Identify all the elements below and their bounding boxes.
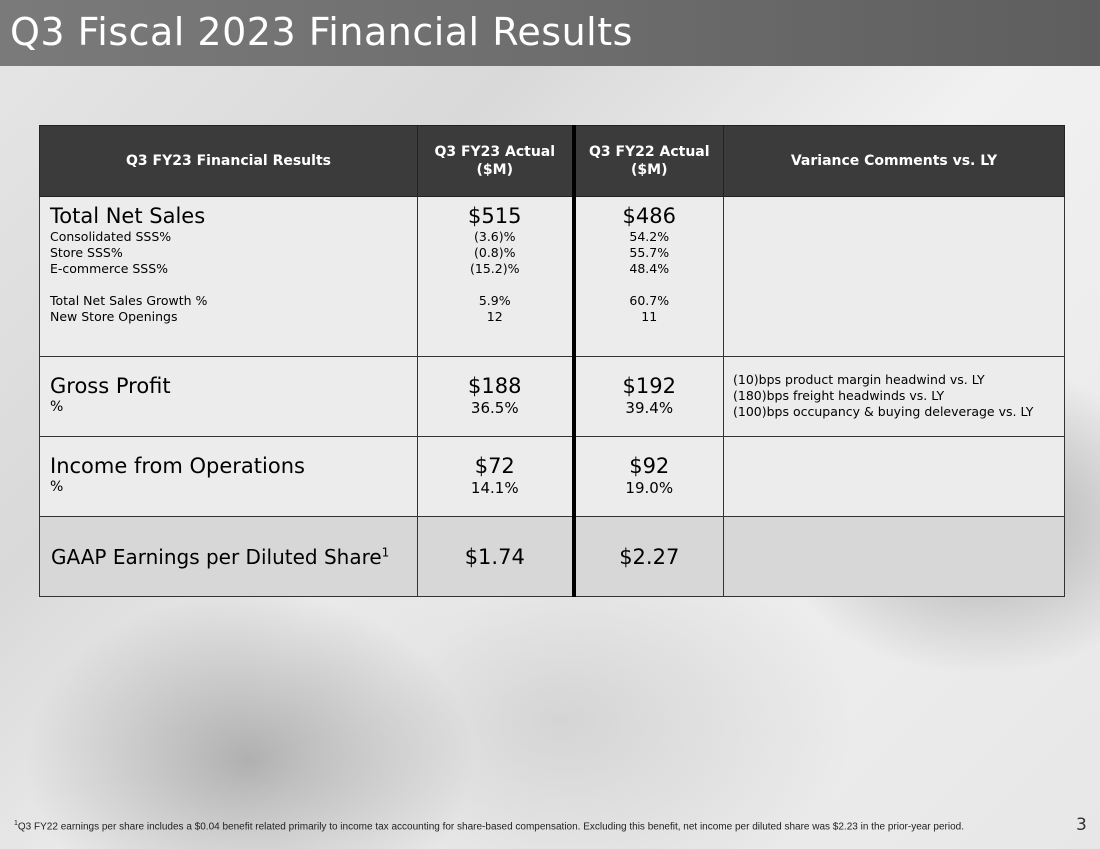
- net-sales-growth-fy23: 5.9%: [478, 293, 511, 308]
- store-sss-label: Store SSS%: [50, 245, 123, 260]
- footnote-text: Q3 FY22 earnings per share includes a $0…: [17, 821, 964, 833]
- new-store-openings-fy22: 11: [641, 309, 658, 324]
- eps-footnote-marker: 1: [381, 544, 390, 559]
- net-sales-label-cell: Total Net Sales Consolidated SSS% Store …: [39, 196, 418, 357]
- consolidated-sss-fy23: (3.6)%: [473, 229, 516, 244]
- header-variance: Variance Comments vs. LY: [723, 125, 1065, 197]
- income-ops-label: Income from Operations: [50, 454, 305, 478]
- gross-profit-pct-label: %: [50, 399, 64, 415]
- gross-profit-fy23-pct: 36.5%: [470, 399, 519, 417]
- income-ops-label-cell: Income from Operations %: [39, 436, 418, 517]
- income-ops-fy23: $72: [474, 454, 515, 478]
- eps-label-cell: GAAP Earnings per Diluted Share1: [39, 516, 418, 597]
- title-bar: Q3 Fiscal 2023 Financial Results: [0, 0, 1100, 66]
- gross-profit-comments-cell: (10)bps product margin headwind vs. LY (…: [723, 356, 1065, 437]
- comment-product-margin: (10)bps product margin headwind vs. LY: [733, 372, 985, 387]
- ecommerce-sss-fy23: (15.2)%: [470, 261, 520, 276]
- eps-fy22: $2.27: [619, 544, 680, 569]
- store-sss-fy23: (0.8)%: [473, 245, 516, 260]
- store-sss-fy22: 55.7%: [629, 245, 670, 260]
- income-ops-fy23-pct: 14.1%: [470, 479, 519, 497]
- income-ops-fy23-cell: $72 14.1%: [417, 436, 576, 517]
- net-sales-label: Total Net Sales: [50, 204, 206, 228]
- gross-profit-fy22-pct: 39.4%: [625, 399, 674, 417]
- gross-profit-fy23-cell: $188 36.5%: [417, 356, 576, 437]
- gross-profit-fy22-cell: $192 39.4%: [573, 356, 724, 437]
- gross-profit-label-cell: Gross Profit %: [39, 356, 418, 437]
- net-sales-growth-fy22: 60.7%: [629, 293, 670, 308]
- table-header-row: Q3 FY23 Financial Results Q3 FY23 Actual…: [39, 125, 1065, 197]
- financial-results-table: Q3 FY23 Financial Results Q3 FY23 Actual…: [39, 125, 1065, 597]
- net-sales-fy22: $486: [622, 204, 676, 228]
- income-ops-row: Income from Operations % $72 14.1% $92 1…: [39, 436, 1065, 517]
- eps-label-text: GAAP Earnings per Diluted Share: [51, 544, 382, 569]
- page-number: 3: [1076, 815, 1087, 835]
- gross-profit-comments: (10)bps product margin headwind vs. LY (…: [725, 358, 1063, 426]
- ecommerce-sss-label: E-commerce SSS%: [50, 261, 169, 276]
- header-fy22: Q3 FY22 Actual ($M): [573, 125, 724, 197]
- eps-fy23-cell: $1.74: [417, 516, 576, 597]
- new-store-openings-fy23: 12: [486, 309, 503, 324]
- eps-fy22-cell: $2.27: [573, 516, 724, 597]
- slide-title: Q3 Fiscal 2023 Financial Results: [10, 10, 633, 54]
- income-ops-fy22: $92: [629, 454, 670, 478]
- income-ops-comments-cell: [723, 436, 1065, 517]
- income-ops-fy22-cell: $92 19.0%: [573, 436, 724, 517]
- net-sales-growth-label: Total Net Sales Growth %: [50, 293, 208, 308]
- new-store-openings-label: New Store Openings: [50, 309, 178, 324]
- header-fy23: Q3 FY23 Actual ($M): [417, 125, 576, 197]
- net-sales-fy22-cell: $486 54.2% 55.7% 48.4% 60.7% 11: [573, 196, 724, 357]
- ecommerce-sss-fy22: 48.4%: [629, 261, 670, 276]
- footnote: 1Q3 FY22 earnings per share includes a $…: [14, 820, 964, 832]
- consolidated-sss-label: Consolidated SSS%: [50, 229, 172, 244]
- eps-comments-cell: [723, 516, 1065, 597]
- comment-freight: (180)bps freight headwinds vs. LY: [733, 388, 945, 403]
- net-sales-row: Total Net Sales Consolidated SSS% Store …: [39, 196, 1065, 357]
- eps-label: GAAP Earnings per Diluted Share1: [41, 545, 389, 569]
- comment-occupancy: (100)bps occupancy & buying deleverage v…: [733, 404, 1034, 419]
- gross-profit-fy23: $188: [468, 374, 522, 398]
- header-results: Q3 FY23 Financial Results: [39, 125, 418, 197]
- income-ops-fy22-pct: 19.0%: [625, 479, 674, 497]
- eps-row: GAAP Earnings per Diluted Share1 $1.74 $…: [39, 516, 1065, 597]
- gross-profit-label: Gross Profit: [50, 374, 171, 398]
- net-sales-comments-cell: [723, 196, 1065, 357]
- net-sales-fy23: $515: [468, 204, 522, 228]
- income-ops-pct-label: %: [50, 479, 64, 495]
- eps-fy23: $1.74: [464, 544, 525, 569]
- gross-profit-row: Gross Profit % $188 36.5% $192 39.4% (10…: [39, 356, 1065, 437]
- net-sales-fy23-cell: $515 (3.6)% (0.8)% (15.2)% 5.9% 12: [417, 196, 576, 357]
- gross-profit-fy22: $192: [622, 374, 676, 398]
- footnote-marker: 1: [14, 820, 18, 827]
- consolidated-sss-fy22: 54.2%: [629, 229, 670, 244]
